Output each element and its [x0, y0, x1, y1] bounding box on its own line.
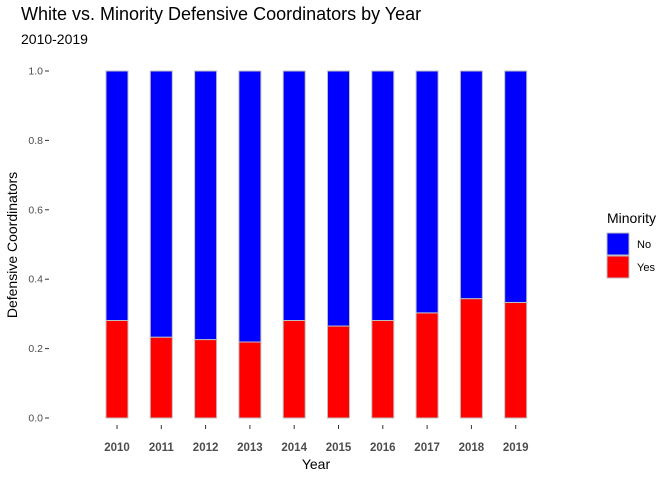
bar-yes-2018	[459, 298, 483, 419]
bar-no-2014	[282, 70, 306, 321]
x-tick-label: 2011	[149, 442, 175, 454]
bar-yes-2016	[371, 319, 395, 419]
x-tick-label: 2013	[237, 442, 263, 454]
bars	[105, 70, 528, 419]
bar-no-2011	[149, 70, 173, 338]
y-tick-label: 0.4	[28, 274, 43, 286]
x-tick-label: 2015	[326, 442, 352, 454]
y-tick-label: 1.0	[28, 66, 43, 78]
legend-label-no: No	[637, 239, 651, 251]
bar-yes-2019	[504, 301, 528, 419]
x-tick-label: 2012	[193, 442, 219, 454]
bar-no-2019	[504, 70, 528, 303]
chart-title: White vs. Minority Defensive Coordinator…	[21, 4, 422, 24]
x-tick-label: 2017	[414, 442, 440, 454]
bar-no-2017	[415, 70, 439, 314]
y-axis: 0.0 0.2 0.4 0.6 0.8 1.0	[28, 66, 49, 425]
bar-no-2016	[371, 70, 395, 321]
bar-yes-2014	[282, 319, 306, 419]
bar-no-2018	[459, 70, 483, 300]
legend-label-yes: Yes	[637, 262, 655, 274]
x-axis: 2010 2011 2012 2013 2014 2015 2016 2017 2018 2019	[104, 425, 528, 454]
x-tick-label: 2016	[370, 442, 396, 454]
bar-no-2012	[194, 70, 218, 341]
bar-no-2010	[105, 70, 129, 321]
legend-title: Minority	[607, 210, 656, 226]
y-tick-label: 0.8	[28, 135, 43, 147]
bar-yes-2010	[105, 319, 129, 419]
x-tick-label: 2018	[459, 442, 485, 454]
legend: Minority No Yes	[606, 210, 656, 279]
bar-yes-2012	[194, 339, 218, 419]
x-tick-label: 2010	[104, 442, 130, 454]
bar-no-2015	[327, 70, 350, 327]
x-tick-label: 2014	[281, 442, 307, 454]
bar-yes-2015	[327, 325, 350, 419]
bar-yes-2011	[149, 336, 173, 419]
y-tick-label: 0.6	[28, 204, 43, 216]
y-tick-label: 0.2	[28, 343, 43, 355]
y-tick-label: 0.0	[28, 413, 43, 425]
y-axis-title: Defensive Coordinators	[4, 172, 20, 318]
legend-key-no	[606, 232, 630, 256]
chart-subtitle: 2010-2019	[21, 31, 88, 47]
bar-yes-2013	[238, 341, 262, 419]
legend-key-yes	[606, 255, 630, 279]
bar-no-2013	[238, 70, 262, 343]
x-tick-label: 2019	[503, 442, 529, 454]
bar-yes-2017	[415, 312, 439, 419]
x-axis-title: Year	[302, 456, 331, 472]
